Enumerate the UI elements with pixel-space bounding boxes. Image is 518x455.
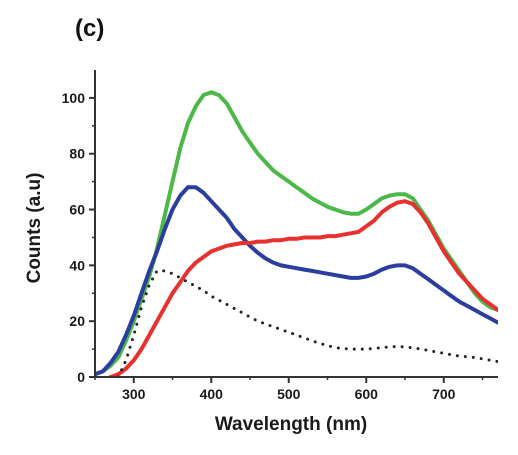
y-tick-label: 40 <box>69 257 85 273</box>
series-layer <box>95 90 498 377</box>
x-tick-label: 700 <box>432 386 456 402</box>
x-tick-label: 500 <box>277 386 301 402</box>
series-line-1 <box>95 90 498 377</box>
y-tick-label: 20 <box>69 313 85 329</box>
y-axis-title: Counts (a.u) <box>24 173 45 284</box>
series-line-4 <box>116 269 498 377</box>
y-tick-label: 0 <box>77 369 85 385</box>
x-tick-label: 600 <box>355 386 379 402</box>
x-tick-label: 300 <box>122 386 146 402</box>
y-tick-label: 80 <box>69 146 85 162</box>
x-axis-title: Wavelength (nm) <box>215 414 367 435</box>
x-tick-label: 400 <box>200 386 224 402</box>
y-tick-label: 60 <box>69 202 85 218</box>
axes-layer: 0 20 40 60 80 100 300 400 500 600 700 <box>62 70 498 402</box>
y-tick-label: 100 <box>62 90 86 106</box>
series-line-2 <box>95 185 498 377</box>
panel-label: (c) <box>75 15 104 42</box>
series-line-3 <box>108 199 498 377</box>
